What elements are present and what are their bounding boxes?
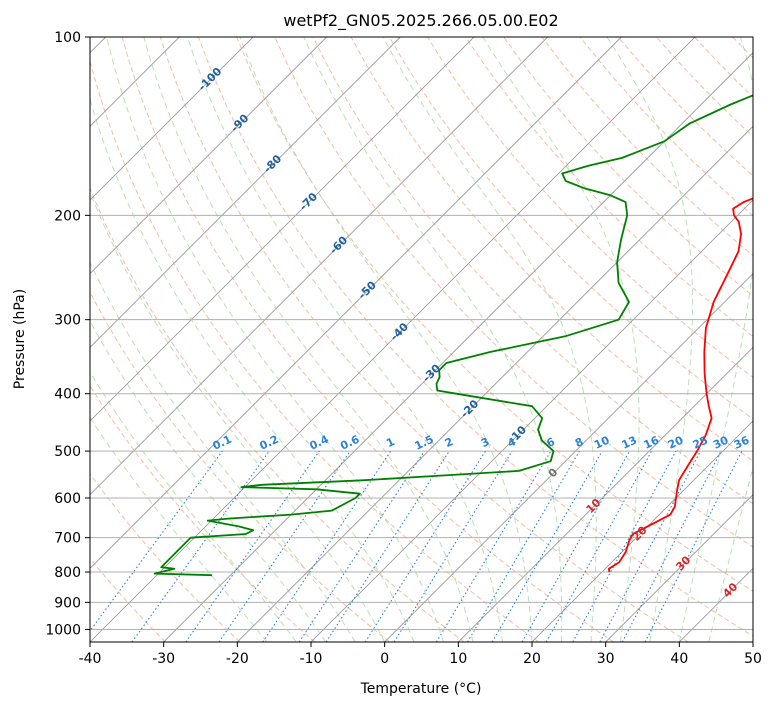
isotherm (90, 37, 254, 201)
mixing-ratio-line (521, 450, 630, 642)
y-tick-label: 100 (54, 30, 81, 46)
mixing-ratio-line (491, 450, 603, 642)
moist-adiabat (303, 37, 563, 642)
y-tick-label: 1000 (45, 622, 81, 638)
moist-adiabat (708, 465, 753, 642)
dry-adiabat (121, 37, 614, 642)
dewpoint-profile (153, 94, 753, 577)
x-tick-label: -40 (79, 651, 102, 667)
x-axis-label: Temperature (°C) (360, 681, 482, 697)
mixing-ratio-label: 36 (732, 433, 752, 451)
isotherm (310, 199, 753, 642)
moist-adiabat (90, 370, 297, 642)
dry-adiabat (159, 37, 689, 642)
y-tick-label: 800 (54, 565, 81, 581)
moist-adiabat (482, 37, 640, 642)
x-tick-label: -30 (152, 651, 175, 667)
dry-adiabat (90, 186, 465, 642)
dry-adiabat (350, 37, 753, 462)
isotherm (384, 273, 753, 642)
x-tick-label: 30 (597, 651, 615, 667)
y-tick-label: 700 (54, 531, 81, 547)
dry-adiabat (90, 291, 390, 642)
moist-adiabat (106, 37, 445, 642)
y-tick-label: 200 (54, 208, 81, 224)
mixing-ratio-line (435, 450, 552, 642)
y-axis-label: Pressure (hPa) (12, 289, 28, 389)
plot-frame (89, 36, 754, 643)
moist-adiabat (678, 37, 753, 642)
mixing-ratio-line (393, 450, 513, 642)
isotherm (458, 346, 753, 642)
y-tick-label: 400 (54, 387, 81, 403)
x-tick-label: 40 (670, 651, 688, 667)
chart-title: wetPf2_GN05.2025.266.05.00.E02 (283, 11, 558, 31)
mixing-ratio-line (545, 450, 653, 642)
mixing-ratio-label: 30 (711, 433, 731, 451)
moist-adiabat (90, 320, 327, 642)
isotherm (90, 37, 622, 569)
dry-adiabat (90, 557, 166, 642)
moist-adiabat (239, 37, 533, 642)
x-tick-label: -10 (300, 651, 323, 667)
moist-adiabat (90, 416, 268, 642)
isotherm (90, 37, 475, 422)
x-tick-label: 20 (523, 651, 541, 667)
mixing-ratio-label: 10 (592, 433, 612, 451)
y-tick-label: 900 (54, 595, 81, 611)
isotherm (90, 37, 696, 642)
moist-adiabat (606, 37, 694, 642)
isotherm (90, 37, 548, 496)
mixing-ratio-label: 25 (691, 434, 710, 452)
isotherm (90, 37, 401, 348)
mixing-ratio-line (364, 450, 486, 642)
dry-adiabat (90, 59, 540, 642)
dry-adiabat (90, 472, 241, 642)
isotherm (90, 37, 327, 275)
temperature-profile (608, 197, 753, 573)
y-tick-label: 300 (54, 313, 81, 329)
x-tick-label: -20 (226, 651, 249, 667)
dry-adiabat (503, 37, 753, 297)
mixing-ratio-line (218, 450, 351, 642)
isotherm (605, 494, 753, 642)
x-tick-label: 10 (449, 651, 467, 667)
moist-adiabat (187, 37, 503, 642)
isotherm (237, 125, 753, 642)
mixing-ratio-line (572, 450, 677, 642)
dry-adiabat (90, 384, 316, 642)
dry-adiabat (426, 37, 753, 378)
moist-adiabat (382, 37, 597, 642)
y-tick-label: 600 (54, 491, 81, 507)
y-tick-label: 500 (54, 444, 81, 460)
dry-adiabat (198, 37, 753, 637)
dry-adiabat (274, 37, 753, 548)
mixing-ratio-line (325, 450, 450, 642)
mixing-ratio-line (185, 450, 320, 642)
mixing-ratio-label: 20 (666, 433, 686, 451)
moist-adiabat (90, 190, 386, 642)
mixing-ratio-label: 16 (642, 433, 662, 451)
x-tick-label: 50 (744, 651, 762, 667)
mixing-ratio-line (467, 450, 580, 642)
mixing-ratio-label: 13 (620, 434, 639, 452)
profile-lines (153, 94, 753, 577)
axes-ticks: -40 -30 -20 -10 0 10 20 30 40 50 100 200 300 400 500 60… (45, 30, 762, 667)
dry-adiabat (236, 37, 753, 592)
x-tick-label: 0 (380, 651, 389, 667)
isotherm (531, 420, 753, 642)
moist-adiabat (90, 261, 356, 642)
